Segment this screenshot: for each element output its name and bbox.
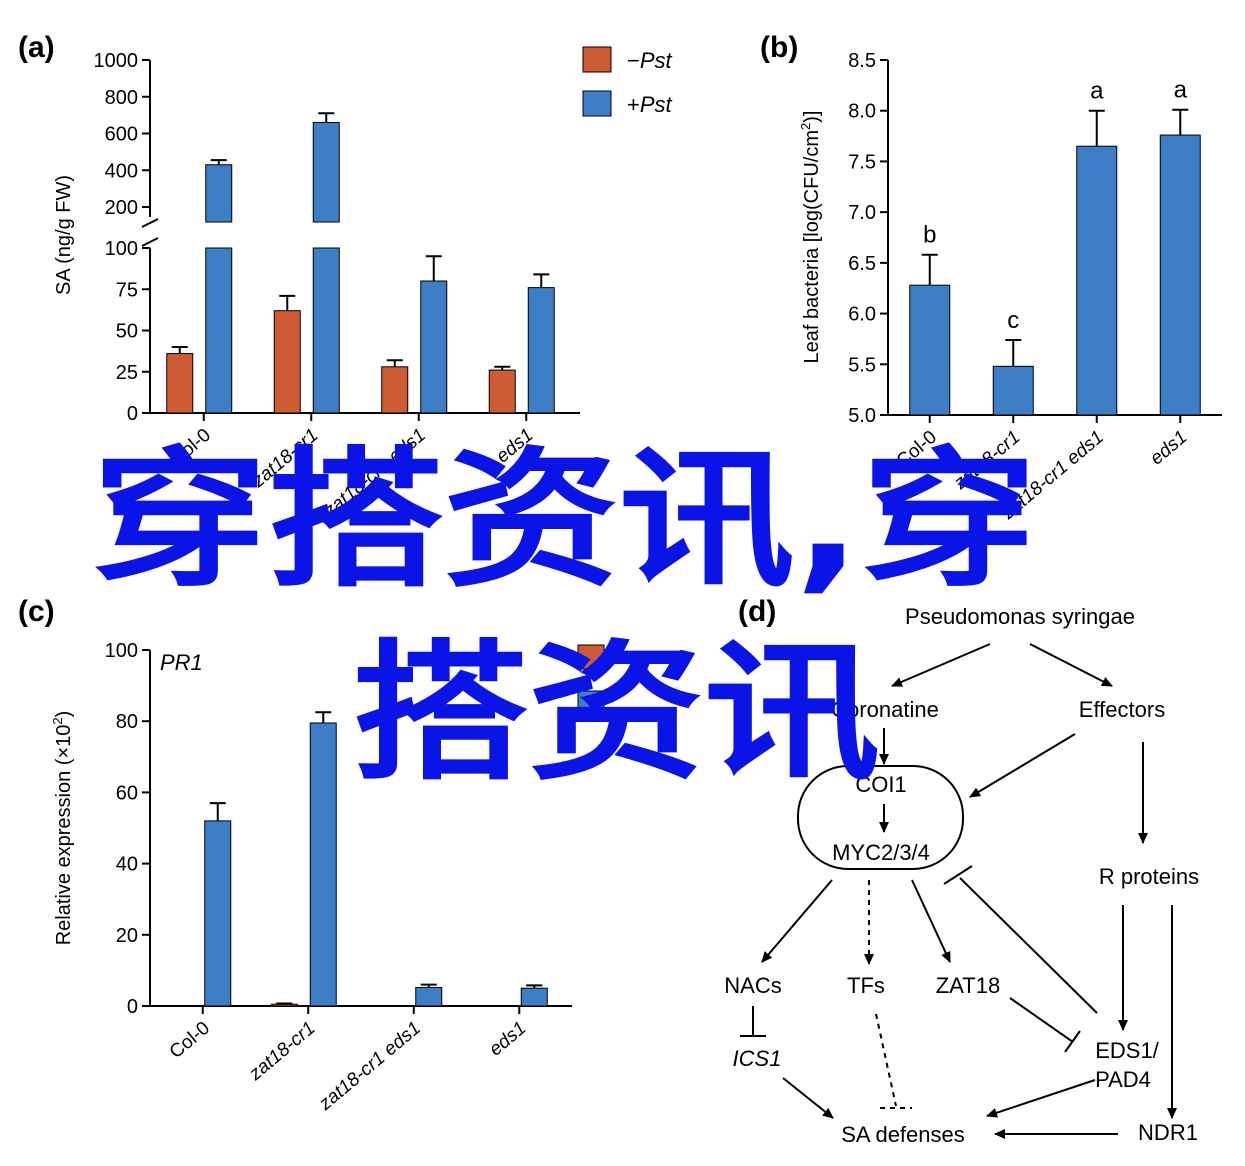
bar-a-0	[488, 369, 516, 414]
panel-b-ytick-label: 7.5	[848, 151, 876, 173]
significance-letter: b	[923, 222, 936, 249]
panel-a-ytick-label: 100	[105, 238, 138, 260]
bar-a-1	[420, 280, 448, 414]
bar-c-1	[204, 820, 232, 1007]
arrow-myc-nacs	[761, 879, 833, 963]
node-pseudomonas: Pseudomonas syringae	[905, 604, 1135, 629]
node-ics1: ICS1	[733, 1046, 782, 1071]
arrow-ics1-sa	[782, 1077, 834, 1119]
panel-c-ytick-label: 20	[116, 925, 138, 947]
panel-b-ytick-label: 8.0	[848, 101, 876, 123]
legend-swatch-plus-pst	[582, 90, 612, 117]
panel-c-xtick-label: Col-0	[166, 1018, 214, 1063]
legend-label-plus-pst: +Pst	[627, 92, 673, 117]
panel-a-ytick-label: 400	[105, 160, 138, 182]
panel-a-break-mark-2	[141, 237, 159, 247]
bar-a-1	[312, 121, 340, 223]
panel-label-a: (a)	[18, 31, 55, 64]
panel-b-ytick-label: 6.0	[848, 304, 876, 326]
panel-a-ylabel: SA (ng/g FW)	[53, 175, 75, 295]
significance-letter: a	[1090, 78, 1104, 105]
bar-c-1	[520, 987, 548, 1007]
inhibit-zat18-eds1-bar	[1064, 1030, 1081, 1053]
node-r-proteins: R proteins	[1099, 864, 1199, 889]
arrow-effectors-coi1	[969, 733, 1076, 798]
panel-a-ytick-label: 75	[116, 279, 138, 301]
bar-b	[1076, 145, 1118, 416]
pathway-diagram: Pseudomonas syringae Coronatine Effector…	[724, 604, 1199, 1147]
panel-c-ytick-label: 0	[127, 996, 138, 1018]
node-coronatine: Coronatine	[831, 697, 939, 722]
bar-b	[1159, 134, 1201, 416]
node-tfs: TFs	[847, 973, 885, 998]
panel-c-ytick-label: 40	[116, 854, 138, 876]
node-coi1: COI1	[855, 772, 906, 797]
watermark-line2: 搭资讯	[352, 627, 880, 801]
node-effectors: Effectors	[1079, 697, 1165, 722]
node-myc: MYC2/3/4	[832, 840, 930, 865]
inhibit-eds1-myc	[959, 877, 1098, 1014]
bar-a-0	[381, 366, 409, 414]
node-zat18: ZAT18	[936, 973, 1000, 998]
node-nacs: NACs	[724, 973, 781, 998]
panel-a-ytick-label: 800	[105, 87, 138, 109]
bar-c-1	[309, 722, 337, 1007]
panel-a-ytick-label: 600	[105, 124, 138, 146]
node-eds1: EDS1/	[1095, 1038, 1159, 1063]
legend-swatch-minus-pst	[582, 46, 612, 73]
panel-c-ytick-label: 80	[116, 711, 138, 733]
panel-b-ylabel: Leaf bacteria [log(CFU/cm2)]	[798, 111, 823, 364]
panel-c-xtick-label: zat18-cr1	[245, 1018, 320, 1086]
panel-a-ytick-label: 50	[116, 321, 138, 343]
legend-swatch-plus-pst-c	[577, 690, 605, 716]
panel-a-ytick-label: 25	[116, 362, 138, 384]
panel-label-b: (b)	[760, 31, 798, 64]
panel-c-xtick-label: zat18-cr1 eds1	[314, 1018, 425, 1116]
watermark-line1: 穿搭资讯,穿	[92, 434, 1037, 608]
panel-c-title: PR1	[160, 650, 203, 675]
panel-b-ytick-label: 5.0	[848, 405, 876, 427]
panel-a-break-mark-1	[141, 218, 159, 228]
arrow-pst-coronatine	[891, 643, 991, 687]
panel-c-xtick-label: eds1	[485, 1018, 530, 1061]
panel-c-ylabel: Relative expression (×102)	[50, 711, 75, 946]
panel-b-ytick-label: 6.5	[848, 253, 876, 275]
bar-a-0	[166, 353, 194, 414]
panel-b-ytick-label: 7.0	[848, 202, 876, 224]
panel-c-ytick-label: 60	[116, 782, 138, 804]
panel-a-ytick-label: 0	[127, 403, 138, 425]
bar-a-1-lower	[205, 247, 233, 414]
panel-c-ytick-label: 100	[105, 640, 138, 662]
significance-letter: a	[1174, 77, 1188, 104]
arrow-eds1-sa	[986, 1079, 1096, 1118]
watermark-overlay: 穿搭资讯,穿 搭资讯	[92, 434, 1037, 801]
bar-a-1-lower	[312, 247, 340, 414]
inhibit-tfs-sa	[875, 1013, 897, 1107]
panel-a-ytick-label: 1000	[94, 50, 139, 72]
node-pad4: PAD4	[1095, 1067, 1151, 1092]
arrow-myc-zat18	[911, 879, 951, 963]
significance-letter: c	[1007, 307, 1019, 334]
panel-label-c: (c)	[18, 595, 55, 628]
bar-b	[992, 365, 1034, 416]
arrow-pst-effectors	[1029, 643, 1113, 687]
bar-a-1	[527, 287, 555, 414]
panel-a-ytick-label: 200	[105, 197, 138, 219]
bar-c-1	[415, 986, 443, 1007]
node-coi1-complex	[797, 765, 964, 870]
panel-label-d: (d)	[738, 595, 776, 628]
bar-a-0	[273, 310, 301, 414]
panel-b-ytick-label: 5.5	[848, 354, 876, 376]
bar-a-1	[205, 164, 233, 223]
node-ndr1: NDR1	[1138, 1120, 1198, 1145]
node-sa-defenses: SA defenses	[841, 1122, 965, 1147]
inhibit-eds1-myc-bar	[943, 865, 973, 885]
bar-b	[909, 284, 951, 416]
inhibit-zat18-eds1	[1009, 997, 1074, 1043]
legend-label-minus-pst: −Pst	[627, 48, 673, 73]
legend-swatch-minus-pst-c	[577, 644, 605, 670]
panel-b-ytick-label: 8.5	[848, 50, 876, 72]
panel-b-xtick-label: eds1	[1146, 427, 1191, 470]
